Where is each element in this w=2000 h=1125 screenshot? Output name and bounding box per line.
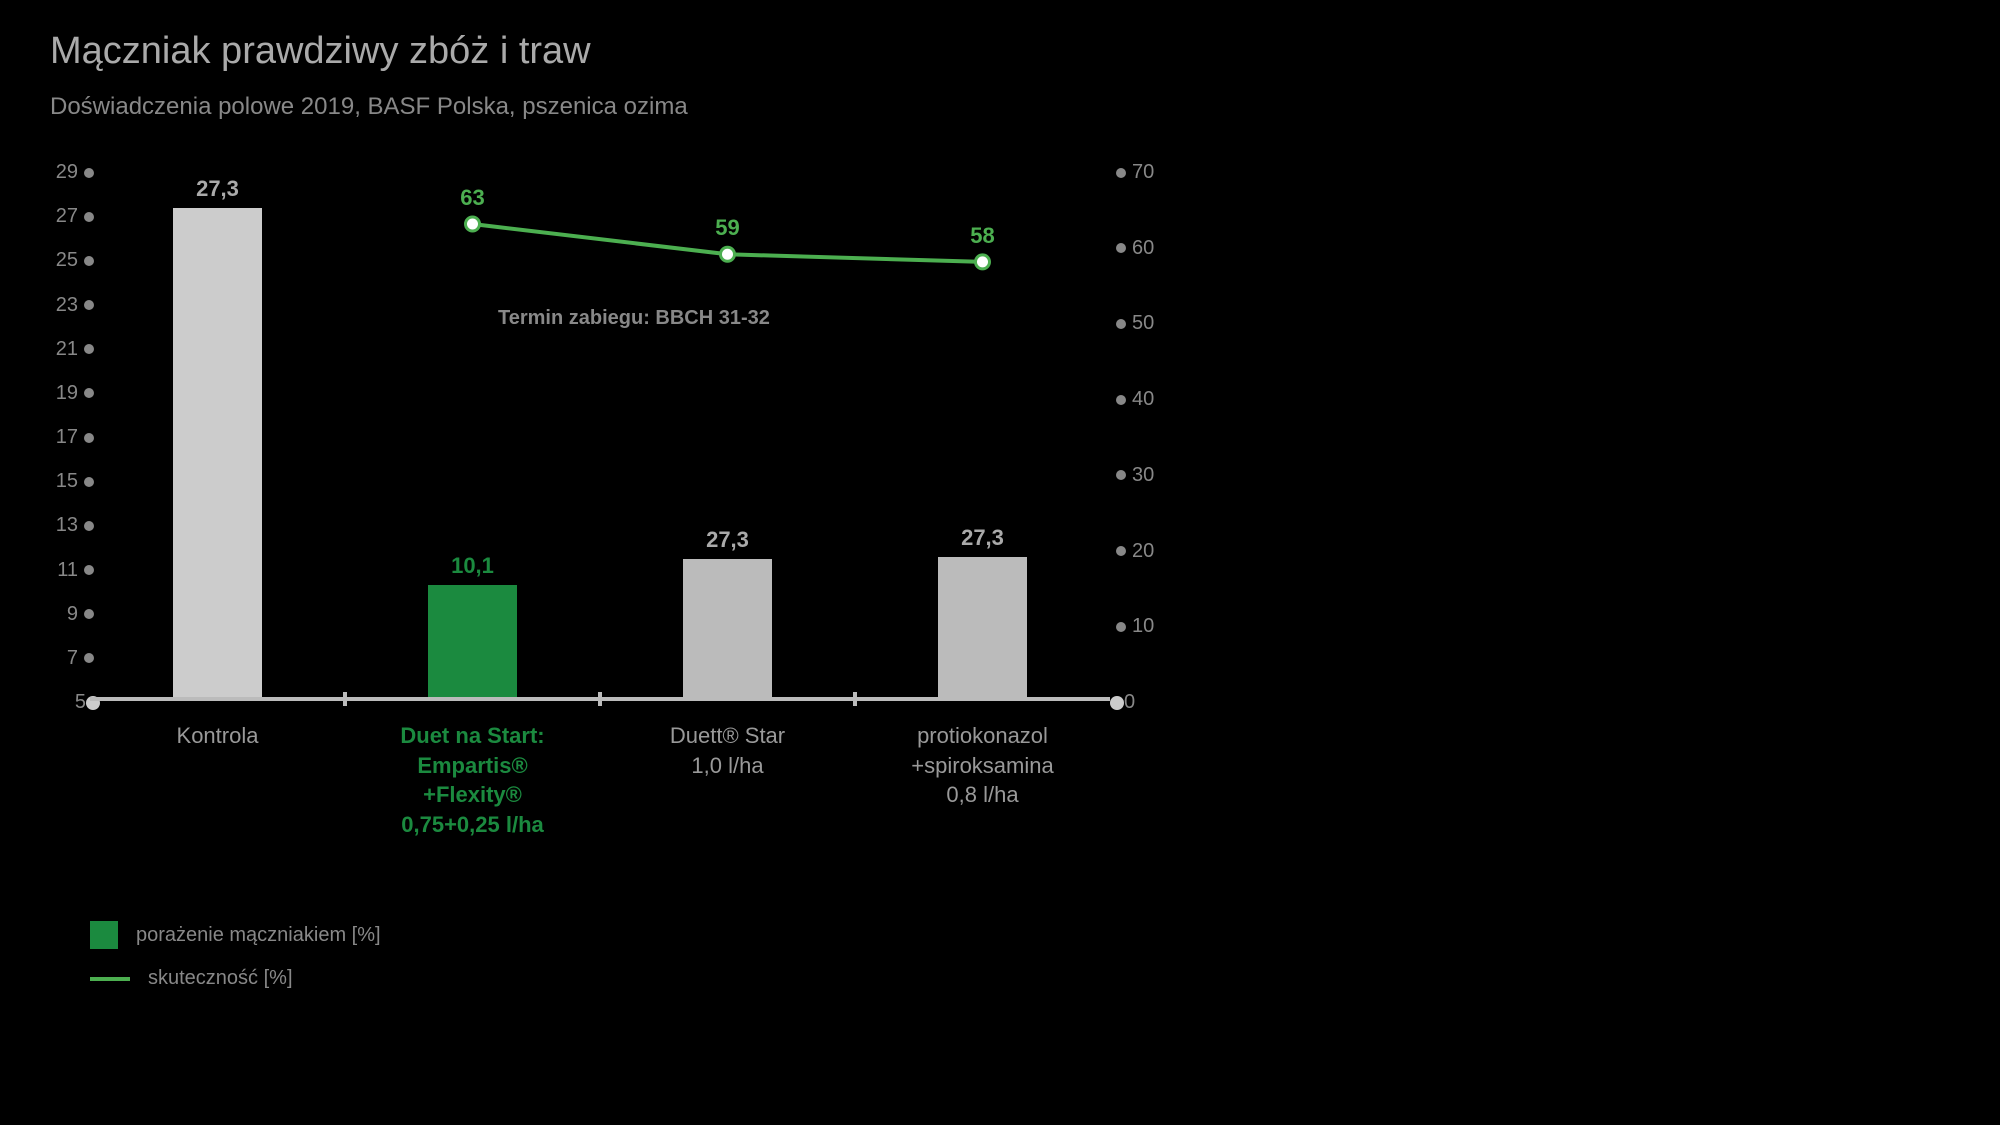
x-tick (598, 692, 602, 706)
chart-subtitle: Doświadczenia polowe 2019, BASF Polska, … (50, 93, 1150, 121)
legend: porażenie mączniakiem [%] skuteczność [%… (90, 921, 1150, 990)
chart-container: Mączniak prawdziwy zbóż i traw Doświadcz… (50, 30, 1150, 1008)
y-right-tick: 60 (1110, 237, 1154, 260)
bar: 27,3 (683, 559, 772, 697)
legend-label-line: skuteczność [%] (148, 967, 293, 990)
bar-value-label: 27,3 (938, 525, 1027, 551)
x-tick (343, 692, 347, 706)
legend-label-bar: porażenie mączniakiem [%] (136, 924, 381, 947)
x-category-label: Duet na Start:Empartis®+Flexity®0,75+0,2… (345, 721, 600, 840)
y-right-tick: 0 (1110, 691, 1135, 714)
x-tick (853, 692, 857, 706)
bar-value-label: 27,3 (683, 527, 772, 553)
bar-value-label: 27,3 (173, 176, 262, 202)
y-right-tick: 10 (1110, 615, 1154, 638)
y-axis-right: 010203040506070 (1110, 171, 1180, 701)
y-right-tick: 30 (1110, 464, 1154, 487)
chart-title: Mączniak prawdziwy zbóż i traw (50, 30, 1150, 73)
legend-item-line: skuteczność [%] (90, 967, 1150, 990)
x-category-label: protiokonazol+spiroksamina0,8 l/ha (855, 721, 1110, 810)
line-value-label: 59 (715, 215, 739, 241)
y-right-tick: 40 (1110, 388, 1154, 411)
legend-swatch-line (90, 977, 130, 981)
x-labels: KontrolaDuet na Start:Empartis®+Flexity®… (90, 721, 1110, 871)
bar: 27,3 (938, 557, 1027, 697)
y-right-tick: 50 (1110, 312, 1154, 335)
x-category-label: Kontrola (90, 721, 345, 751)
bar-value-label: 10,1 (428, 553, 517, 579)
legend-swatch-bar (90, 921, 118, 949)
bar: 27,3 (173, 208, 262, 697)
bars-layer: 27,3 10,1 27,3 27,3 (90, 171, 1110, 697)
line-value-label: 58 (970, 223, 994, 249)
legend-item-bar: porażenie mączniakiem [%] (90, 921, 1150, 949)
y-right-tick: 20 (1110, 540, 1154, 563)
plot-area: 57911131517192123252729 010203040506070 … (90, 171, 1110, 701)
bar: 10,1 (428, 585, 517, 697)
y-right-tick: 70 (1110, 161, 1154, 184)
line-value-label: 63 (460, 185, 484, 211)
x-category-label: Duett® Star1,0 l/ha (600, 721, 855, 780)
annotation-text: Termin zabiegu: BBCH 31-32 (498, 307, 770, 330)
